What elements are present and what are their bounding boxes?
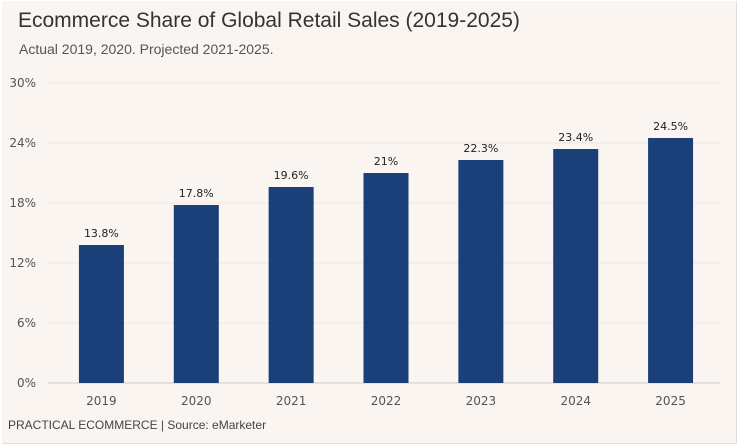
data-label-2023: 22.3% xyxy=(463,142,498,155)
x-tick-label-2021: 2021 xyxy=(276,394,307,408)
y-tick-label: 30% xyxy=(9,76,36,90)
bar-2019 xyxy=(78,245,124,383)
x-tick-label-2023: 2023 xyxy=(466,394,497,408)
bar-2025 xyxy=(648,138,694,383)
bar-2023 xyxy=(458,160,504,383)
data-labels: 13.8% 17.8% 19.6% 21% 22.3% 23.4% 24.5% xyxy=(84,120,688,240)
source-footer: PRACTICAL ECOMMERCE | Source: eMarketer xyxy=(8,418,267,432)
bar-2022 xyxy=(363,173,409,383)
chart-subtitle: Actual 2019, 2020. Projected 2021-2025. xyxy=(19,41,274,57)
x-tick-label-2020: 2020 xyxy=(181,394,212,408)
data-label-2019: 13.8% xyxy=(84,227,119,240)
x-axis-ticks: 2019 2020 2021 2022 2023 2024 2025 xyxy=(86,394,686,408)
y-tick-label: 6% xyxy=(17,316,36,330)
chart-title: Ecommerce Share of Global Retail Sales (… xyxy=(18,9,520,32)
bar-2021 xyxy=(268,187,314,383)
data-label-2021: 19.6% xyxy=(274,169,309,182)
bar-2024 xyxy=(553,149,599,383)
x-tick-label-2019: 2019 xyxy=(86,394,117,408)
y-tick-label: 18% xyxy=(9,196,36,210)
data-label-2020: 17.8% xyxy=(179,187,214,200)
x-tick-label-2024: 2024 xyxy=(560,394,591,408)
x-tick-label-2025: 2025 xyxy=(655,394,686,408)
y-tick-label: 12% xyxy=(9,256,36,270)
data-label-2024: 23.4% xyxy=(558,131,593,144)
y-axis-ticks: 0% 6% 12% 18% 24% 30% xyxy=(9,76,36,390)
bars xyxy=(78,138,694,383)
y-tick-label: 24% xyxy=(9,136,36,150)
data-label-2022: 21% xyxy=(374,155,398,168)
y-tick-label: 0% xyxy=(17,376,36,390)
bar-2020 xyxy=(173,205,219,383)
data-label-2025: 24.5% xyxy=(653,120,688,133)
x-tick-label-2022: 2022 xyxy=(371,394,402,408)
